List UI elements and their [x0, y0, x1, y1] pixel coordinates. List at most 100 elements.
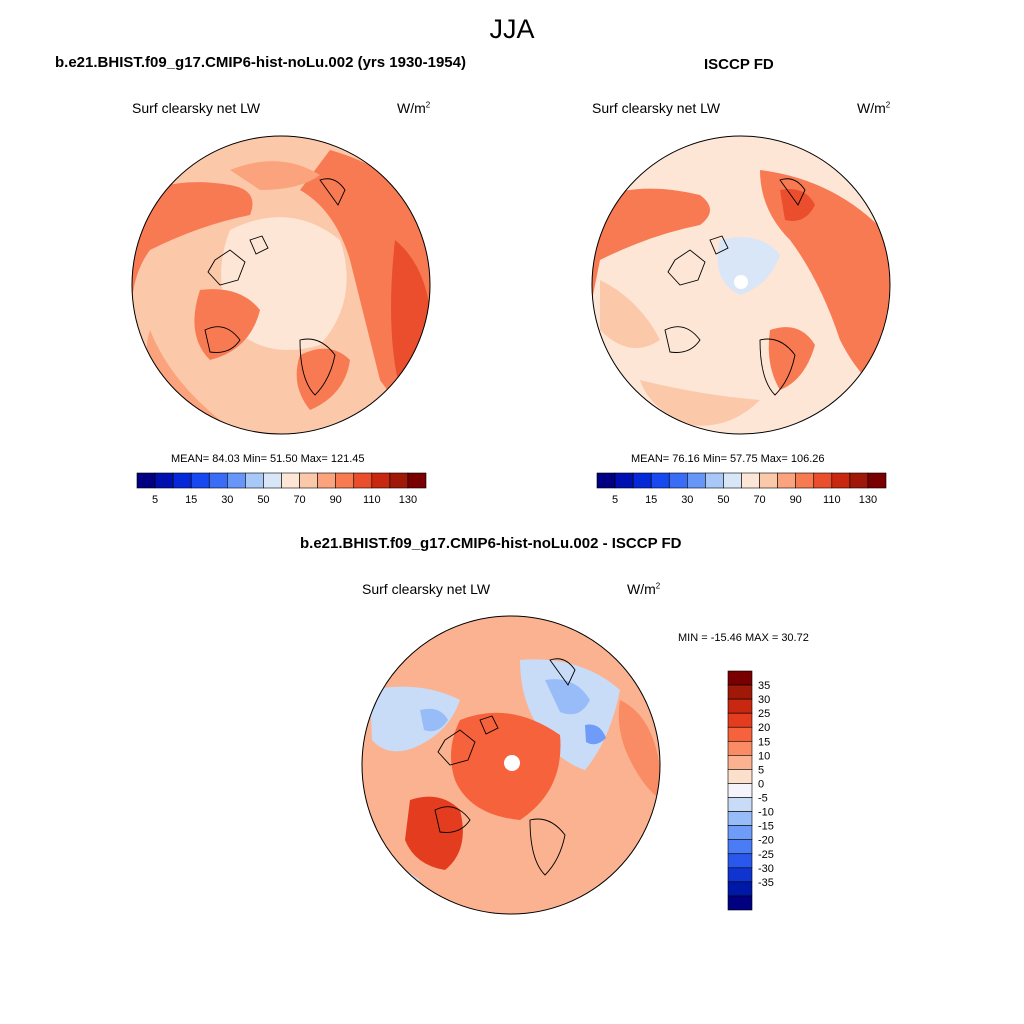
colorbar-swatch [849, 472, 869, 489]
colorbar-swatch [614, 472, 634, 489]
colorbar-tick-label: 5 [152, 494, 158, 506]
colorbar-tick-label: 30 [758, 694, 770, 706]
colorbar-tick-label: 15 [185, 494, 197, 506]
colorbar-swatch [596, 472, 616, 489]
colorbar-swatch [190, 472, 210, 489]
colorbar-swatch [299, 472, 318, 489]
colorbar-swatch [727, 783, 753, 798]
colorbar-swatch [727, 895, 753, 911]
colorbar-tick-label: 70 [753, 494, 765, 506]
colorbar-swatch [759, 472, 778, 489]
colorbar-tick-label: -10 [758, 807, 774, 819]
colorbar-swatch [154, 472, 174, 489]
colorbar-tick-label: 20 [758, 722, 770, 734]
colorbar-swatch [650, 472, 670, 489]
colorbar-tick-label: 50 [717, 494, 729, 506]
colorbar-tick-label: 30 [681, 494, 693, 506]
colorbar-swatch [813, 472, 833, 489]
colorbar-swatch [136, 472, 156, 489]
colorbar-tick-label: 110 [823, 494, 841, 506]
colorbar-swatch [727, 839, 753, 855]
panel-3-units: W/m2 [627, 581, 661, 597]
colorbar-swatch [227, 472, 246, 489]
colorbar-tick-label: 15 [758, 736, 770, 748]
colorbar-swatch [263, 472, 282, 489]
colorbar-tick-label: 70 [293, 494, 305, 506]
colorbar-tick-label: 110 [363, 494, 381, 506]
colorbar-swatch [867, 472, 887, 489]
panel-1-title: b.e21.BHIST.f09_g17.CMIP6-hist-noLu.002 … [55, 54, 466, 71]
colorbar-observations: 5 15 30 50 70 90 110 130 [596, 472, 887, 506]
colorbar-swatch [727, 684, 753, 700]
colorbar-swatch [777, 472, 796, 489]
panel-3-subtitle: Surf clearsky net LW [362, 581, 491, 597]
colorbar-swatch [208, 472, 228, 489]
main-title: JJA [489, 14, 535, 44]
colorbar-swatch [727, 825, 753, 841]
colorbar-swatch [727, 670, 753, 686]
colorbar-swatch [727, 797, 753, 812]
panel-2-units: W/m2 [857, 100, 891, 116]
colorbar-tick-label: -20 [758, 835, 774, 847]
colorbar-swatch [371, 472, 391, 489]
colorbar-swatch [632, 472, 652, 489]
colorbar-swatch [353, 472, 373, 489]
colorbar-swatch [172, 472, 192, 489]
colorbar-tick-label: -15 [758, 821, 774, 833]
colorbar-tick-label: 5 [612, 494, 618, 506]
panel-1-stats: MEAN= 84.03 Min= 51.50 Max= 121.45 [171, 453, 365, 465]
colorbar-tick-label: 35 [758, 680, 770, 692]
colorbar-swatch [741, 472, 760, 489]
colorbar-swatch [727, 755, 753, 770]
colorbar-swatch [687, 472, 706, 489]
colorbar-tick-label: 90 [330, 494, 342, 506]
colorbar-tick-label: 50 [257, 494, 269, 506]
colorbar-tick-label: 130 [399, 494, 417, 506]
colorbar-swatch [317, 472, 336, 489]
colorbar-swatch [245, 472, 264, 489]
colorbar-tick-label: -25 [758, 849, 774, 861]
colorbar-tick-label: 10 [758, 750, 770, 762]
colorbar-swatch [795, 472, 815, 489]
colorbar-swatch [727, 769, 753, 784]
panel-2-title: ISCCP FD [704, 56, 774, 73]
colorbar-swatch [727, 712, 753, 728]
colorbar-swatch [389, 472, 409, 489]
colorbar-tick-label: 15 [645, 494, 657, 506]
panel-1-units: W/m2 [397, 100, 431, 116]
colorbar-tick-label: -30 [758, 863, 774, 875]
panel-2-subtitle: Surf clearsky net LW [592, 100, 721, 116]
map-model [131, 135, 431, 435]
colorbar-swatch [705, 472, 724, 489]
colorbar-tick-label: 130 [859, 494, 877, 506]
colorbar-swatch [727, 881, 753, 897]
colorbar-tick-label: -35 [758, 877, 774, 889]
colorbar-swatch [727, 726, 753, 742]
map-observations [591, 135, 891, 435]
colorbar-swatch [407, 472, 427, 489]
panel-1-subtitle: Surf clearsky net LW [132, 100, 261, 116]
colorbar-swatch [727, 698, 753, 714]
colorbar-swatch [727, 853, 753, 869]
colorbar-swatch [281, 472, 300, 489]
colorbar-tick-label: 25 [758, 708, 770, 720]
panel-3-title: b.e21.BHIST.f09_g17.CMIP6-hist-noLu.002 … [300, 535, 682, 552]
colorbar-swatch [831, 472, 851, 489]
colorbar-swatch [668, 472, 688, 489]
colorbar-swatch [727, 867, 753, 883]
panel-3-stats: MIN = -15.46 MAX = 30.72 [678, 632, 809, 644]
colorbar-swatch [727, 740, 753, 756]
colorbar-tick-label: 30 [221, 494, 233, 506]
colorbar-swatch [723, 472, 742, 489]
map-difference [361, 615, 661, 915]
colorbar-model: 5 15 30 50 70 90 110 130 [136, 472, 427, 506]
colorbar-swatch [727, 811, 753, 826]
colorbar-tick-label: 90 [790, 494, 802, 506]
panel-2-stats: MEAN= 76.16 Min= 57.75 Max= 106.26 [631, 453, 825, 465]
colorbar-tick-label: 0 [758, 778, 764, 790]
colorbar-swatch [335, 472, 355, 489]
colorbar-tick-label: 5 [758, 764, 764, 776]
colorbar-tick-label: -5 [758, 793, 768, 805]
colorbar-difference: 35 30 25 20 15 10 5 0 -5 -10 -15 -20 -25 -30 -35 [727, 670, 774, 911]
